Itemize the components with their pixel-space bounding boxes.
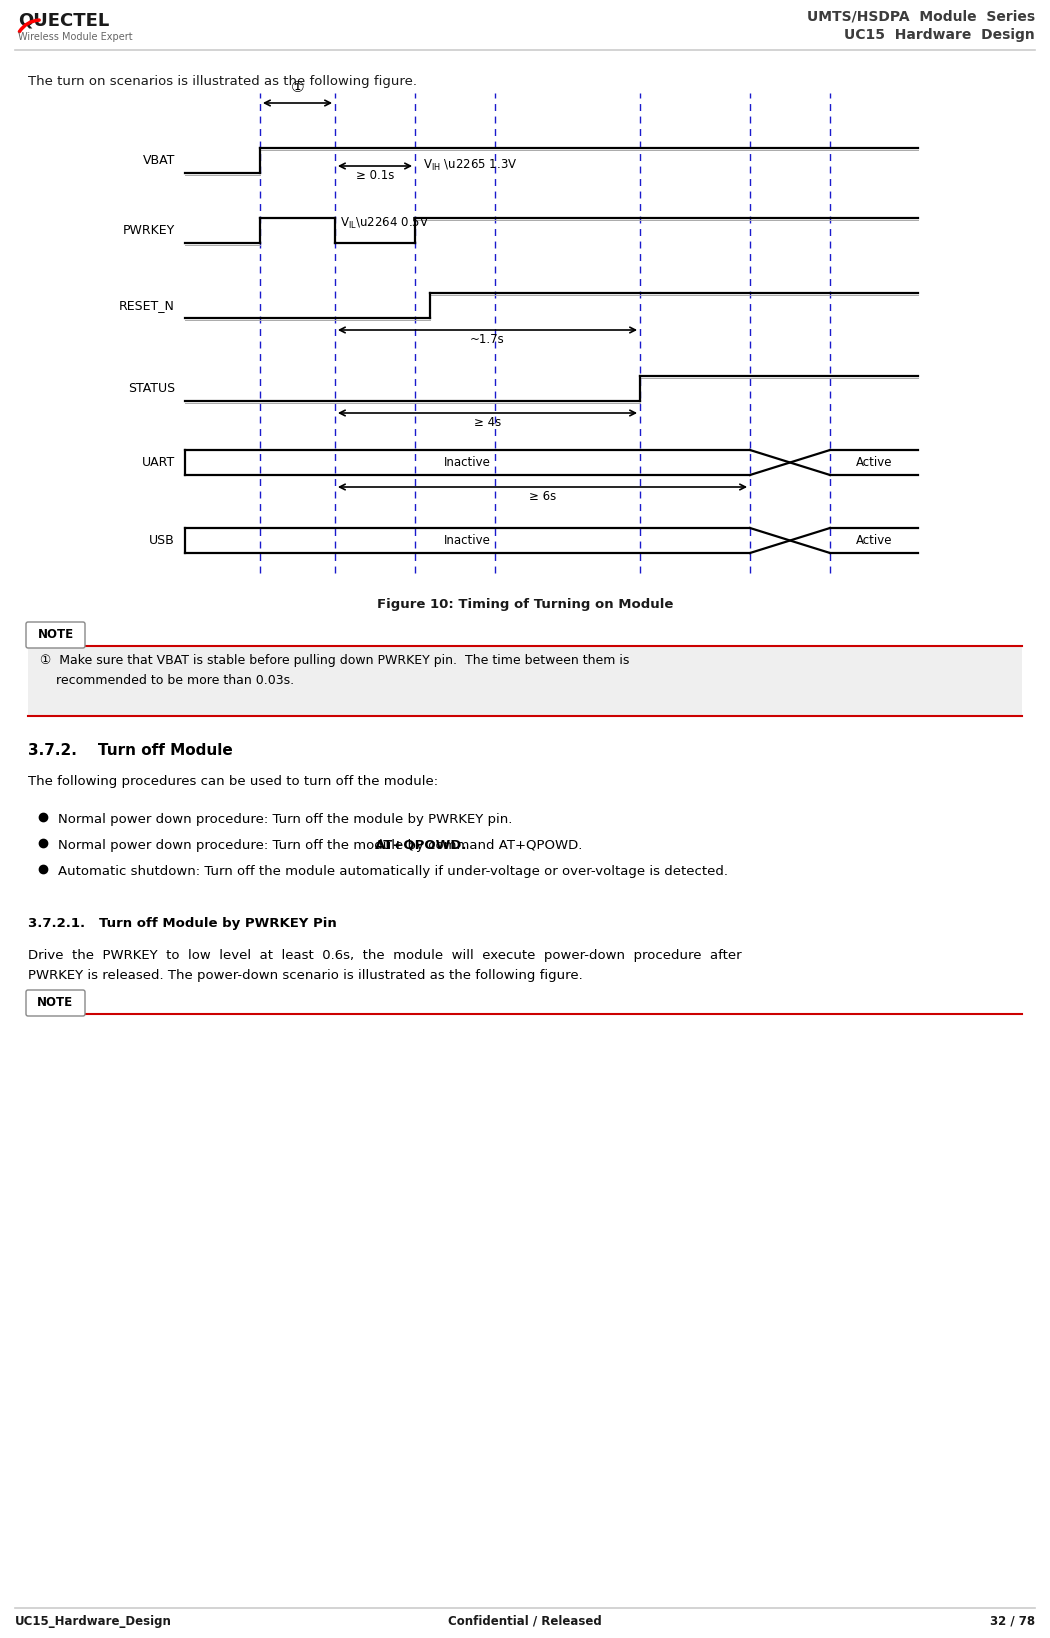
Text: VBAT: VBAT <box>143 154 175 167</box>
Text: Active: Active <box>856 455 892 468</box>
Text: 3.7.2.    Turn off Module: 3.7.2. Turn off Module <box>28 744 233 758</box>
Text: NOTE: NOTE <box>37 996 74 1009</box>
Text: Drive  the  PWRKEY  to  low  level  at  least  0.6s,  the  module  will  execute: Drive the PWRKEY to low level at least 0… <box>28 948 741 962</box>
Text: ≥ 6s: ≥ 6s <box>529 490 557 503</box>
Text: UART: UART <box>142 455 175 468</box>
Text: 32 / 78: 32 / 78 <box>990 1615 1035 1628</box>
Text: V$_{\rm IH}$ \u2265 1.3V: V$_{\rm IH}$ \u2265 1.3V <box>423 157 518 174</box>
Text: recommended to be more than 0.03s.: recommended to be more than 0.03s. <box>40 673 294 686</box>
Text: Normal power down procedure: Turn off the module by PWRKEY pin.: Normal power down procedure: Turn off th… <box>58 812 512 826</box>
Text: Normal power down procedure: Turn off the module by command AT+QPOWD.: Normal power down procedure: Turn off th… <box>58 839 583 852</box>
Text: UC15  Hardware  Design: UC15 Hardware Design <box>844 28 1035 43</box>
Text: Wireless Module Expert: Wireless Module Expert <box>18 33 132 43</box>
Text: Inactive: Inactive <box>444 534 491 547</box>
Text: PWRKEY is released. The power-down scenario is illustrated as the following figu: PWRKEY is released. The power-down scena… <box>28 970 583 983</box>
Text: The turn on scenarios is illustrated as the following figure.: The turn on scenarios is illustrated as … <box>28 75 417 88</box>
FancyBboxPatch shape <box>26 989 85 1016</box>
Text: 3.7.2.1.   Turn off Module by PWRKEY Pin: 3.7.2.1. Turn off Module by PWRKEY Pin <box>28 917 337 930</box>
FancyBboxPatch shape <box>26 622 85 649</box>
Text: Confidential / Released: Confidential / Released <box>448 1615 602 1628</box>
Text: Automatic shutdown: Turn off the module automatically if under-voltage or over-v: Automatic shutdown: Turn off the module … <box>58 865 728 878</box>
Text: ≥ 0.1s: ≥ 0.1s <box>356 169 394 182</box>
Text: USB: USB <box>149 534 175 547</box>
Text: PWRKEY: PWRKEY <box>123 224 175 238</box>
Text: Inactive: Inactive <box>444 455 491 468</box>
Text: ①  Make sure that VBAT is stable before pulling down PWRKEY pin.  The time betwe: ① Make sure that VBAT is stable before p… <box>40 654 629 667</box>
Bar <box>28 645 1022 716</box>
Text: UC15_Hardware_Design: UC15_Hardware_Design <box>15 1615 172 1628</box>
Text: ①: ① <box>291 80 304 95</box>
Text: Active: Active <box>856 534 892 547</box>
Text: ~1.7s: ~1.7s <box>470 333 505 346</box>
Text: The following procedures can be used to turn off the module:: The following procedures can be used to … <box>28 775 438 788</box>
Text: STATUS: STATUS <box>128 382 175 395</box>
Text: AT+QPOWD.: AT+QPOWD. <box>375 839 467 852</box>
Text: RESET_N: RESET_N <box>119 300 175 311</box>
Text: NOTE: NOTE <box>38 629 74 642</box>
Text: ≥ 4s: ≥ 4s <box>474 416 501 429</box>
Text: V$_{\rm IL}$\u2264 0.5V: V$_{\rm IL}$\u2264 0.5V <box>340 216 429 231</box>
Text: Figure 10: Timing of Turning on Module: Figure 10: Timing of Turning on Module <box>377 598 673 611</box>
Text: UMTS/HSDPA  Module  Series: UMTS/HSDPA Module Series <box>806 10 1035 25</box>
Text: QUECTEL: QUECTEL <box>18 11 109 29</box>
